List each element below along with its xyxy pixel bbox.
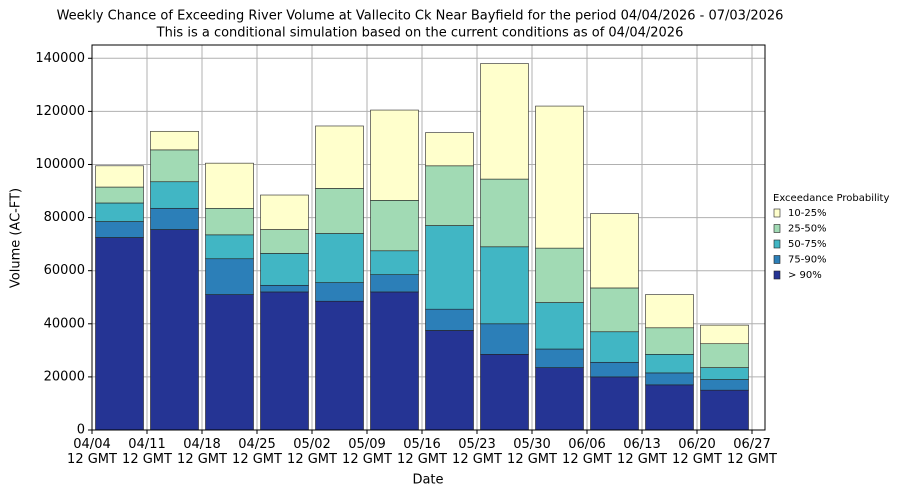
bar-segment: [700, 343, 749, 368]
bar-segment: [260, 229, 309, 254]
bar-segment: [150, 207, 199, 230]
legend-label: 10-25%: [788, 208, 827, 219]
bar-segment: [645, 372, 694, 386]
x-tick-label: 04/04 12 GMT: [67, 437, 117, 467]
bar-segment: [700, 379, 749, 391]
bar-segment: [370, 109, 419, 201]
x-tick-label: 06/13 12 GMT: [617, 437, 667, 467]
bar-segment: [590, 376, 639, 431]
bar-segment: [150, 229, 199, 431]
bar-segment: [205, 234, 254, 260]
bar-segment: [150, 149, 199, 183]
bar-segment: [535, 367, 584, 431]
x-tick-label: 05/23 12 GMT: [452, 437, 502, 467]
x-tick-label: 04/11 12 GMT: [122, 437, 172, 467]
bar-segment: [370, 200, 419, 252]
bar-segment: [95, 237, 144, 431]
bar-segment: [425, 330, 474, 431]
bar-segment: [315, 188, 364, 234]
plot-frame: [91, 44, 766, 431]
y-axis-title: Volume (AC-FT): [9, 188, 24, 288]
legend-swatch: [773, 208, 781, 218]
legend-title: Exceedance Probability: [773, 193, 889, 204]
bar-segment: [315, 125, 364, 189]
y-tick-label: 40000: [44, 316, 85, 331]
bar-segment: [95, 165, 144, 188]
x-axis-title: Date: [412, 473, 443, 488]
bar-segment: [370, 274, 419, 293]
bar-segment: [480, 63, 529, 180]
legend-label: 50-75%: [788, 239, 827, 250]
legend-swatch: [773, 270, 781, 280]
bar-segment: [645, 294, 694, 329]
bar-segment: [480, 354, 529, 431]
y-tick-label: 100000: [35, 157, 85, 172]
bar-segment: [425, 132, 474, 167]
bar-segment: [645, 384, 694, 431]
legend-label: 75-90%: [788, 255, 827, 266]
bar-segment: [590, 361, 639, 378]
y-tick-label: 20000: [44, 369, 85, 384]
bar-segment: [150, 130, 199, 151]
bar-segment: [260, 284, 309, 293]
bar-segment: [535, 247, 584, 303]
legend-label: > 90%: [788, 270, 822, 281]
bar-segment: [700, 324, 749, 345]
y-tick-label: 60000: [44, 263, 85, 278]
x-tick-label: 05/16 12 GMT: [397, 437, 447, 467]
bar-segment: [700, 389, 749, 431]
x-tick-label: 06/06 12 GMT: [562, 437, 612, 467]
x-tick-label: 06/20 12 GMT: [672, 437, 722, 467]
bar-segment: [315, 282, 364, 302]
bar-segment: [205, 207, 254, 236]
y-tick-label: 80000: [44, 210, 85, 225]
bar-segment: [150, 181, 199, 209]
x-tick-label: 05/02 12 GMT: [287, 437, 337, 467]
bar-segment: [425, 225, 474, 310]
x-tick-label: 04/18 12 GMT: [177, 437, 227, 467]
y-tick-label: 0: [77, 423, 85, 438]
legend-label: 25-50%: [788, 224, 827, 235]
bar-segment: [590, 331, 639, 363]
x-tick-label: 05/09 12 GMT: [342, 437, 392, 467]
bar-segment: [95, 202, 144, 222]
bar-segment: [315, 233, 364, 283]
legend-swatch: [773, 255, 781, 264]
bar-segment: [425, 308, 474, 331]
bar-segment: [480, 178, 529, 248]
bar-segment: [260, 194, 309, 230]
bar-segment: [645, 354, 694, 374]
bar-segment: [205, 294, 254, 431]
bar-segment: [205, 258, 254, 295]
bar-segment: [480, 246, 529, 325]
legend-swatch: [773, 224, 781, 233]
bar-segment: [260, 253, 309, 286]
x-tick-label: 04/25 12 GMT: [232, 437, 282, 467]
legend-swatch: [773, 239, 781, 249]
chart-title: Weekly Chance of Exceeding River Volume …: [57, 9, 784, 24]
x-tick-label: 05/30 12 GMT: [507, 437, 557, 467]
chart-subtitle: This is a conditional simulation based o…: [156, 26, 684, 41]
y-tick-label: 120000: [35, 104, 85, 119]
bar-segment: [480, 323, 529, 355]
bar-segment: [590, 287, 639, 333]
y-tick-label: 140000: [35, 51, 85, 66]
bar-segment: [315, 300, 364, 431]
bar-segment: [425, 165, 474, 226]
x-tick-label: 06/27 12 GMT: [727, 437, 777, 467]
bar-segment: [95, 221, 144, 238]
bar-segment: [370, 250, 419, 275]
bar-segment: [535, 302, 584, 350]
bar-segment: [700, 367, 749, 380]
bar-segment: [645, 327, 694, 355]
bar-segment: [535, 105, 584, 249]
bar-segment: [590, 213, 639, 289]
bar-segment: [205, 162, 254, 209]
bar-segment: [535, 348, 584, 368]
bar-segment: [370, 291, 419, 431]
bar-segment: [95, 186, 144, 204]
bar-segment: [260, 291, 309, 431]
